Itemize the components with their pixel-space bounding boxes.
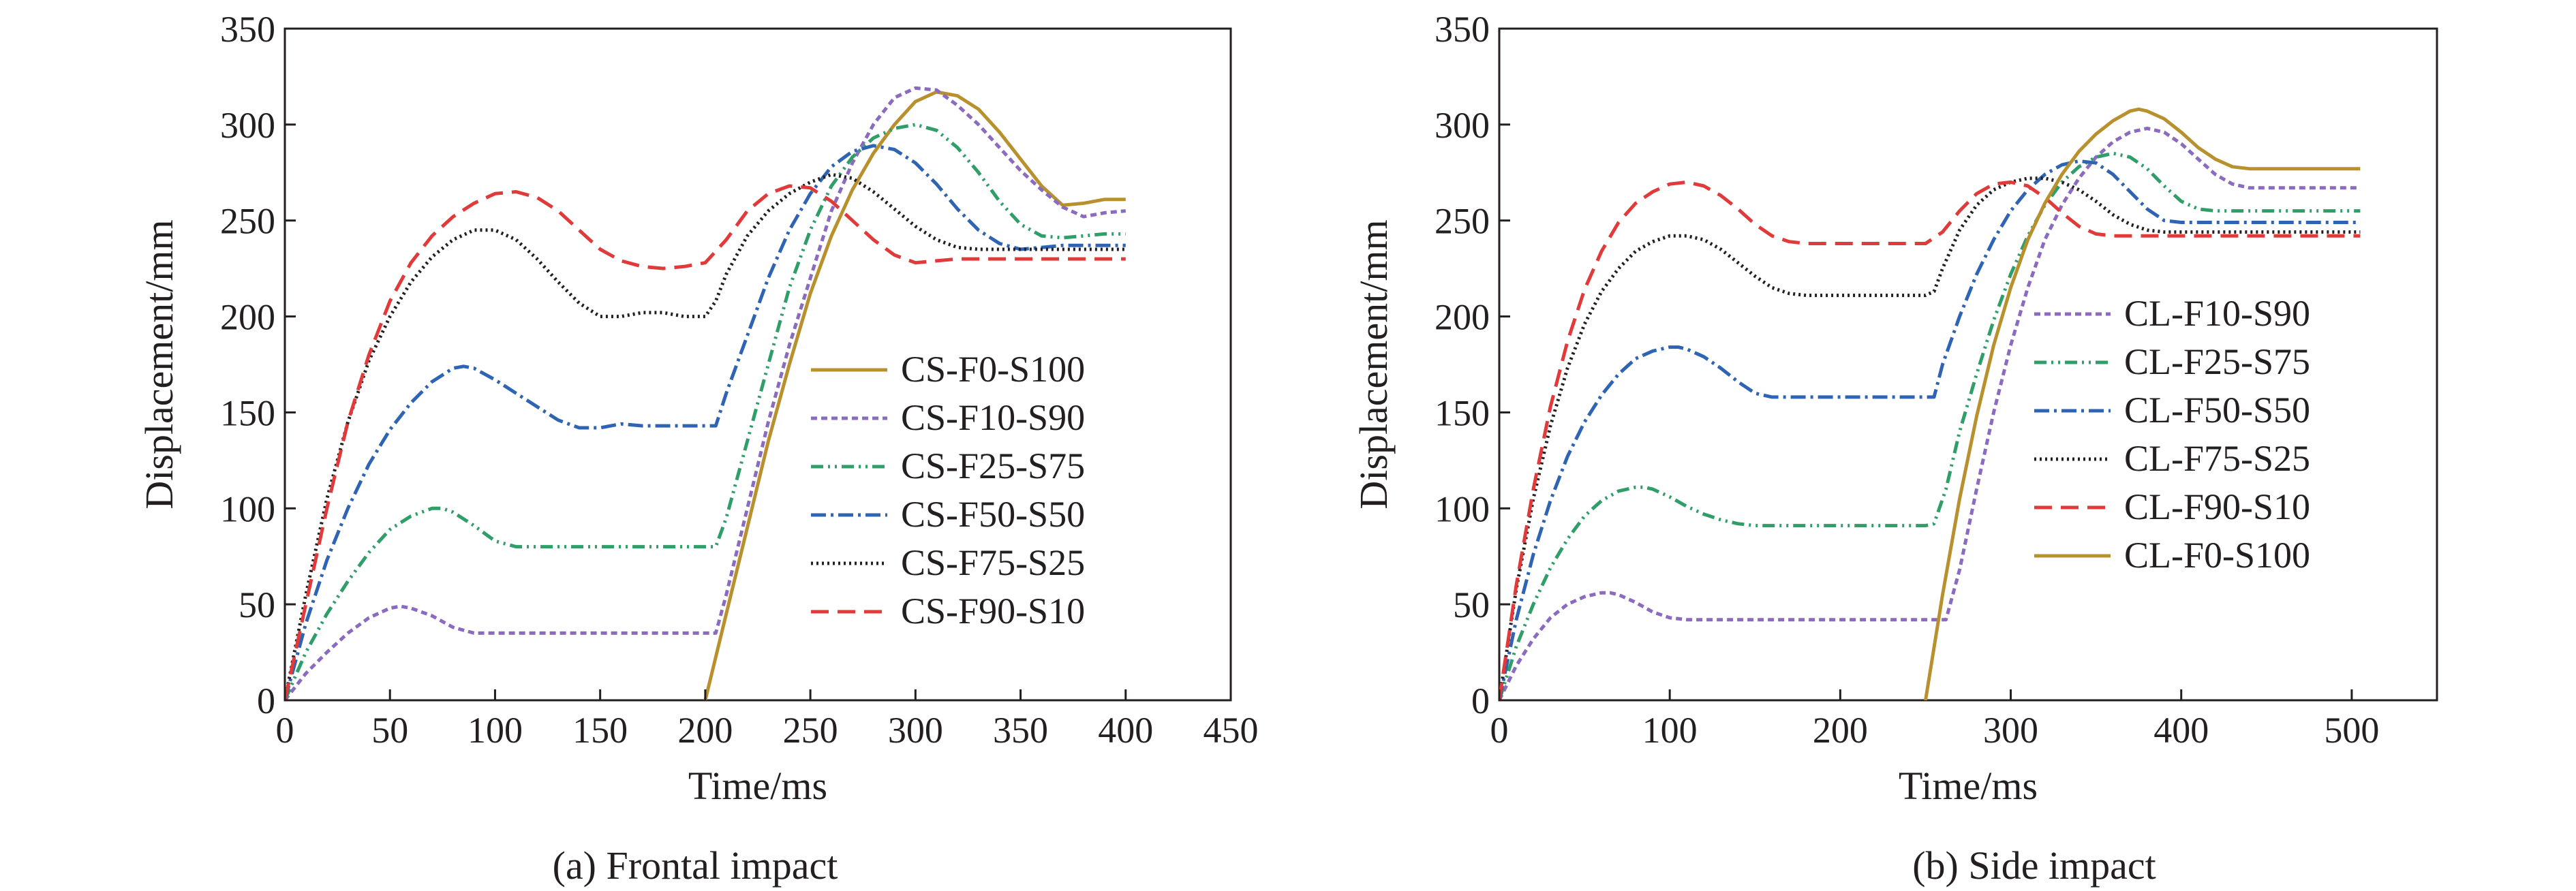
series-line-cs-f10-s90 bbox=[285, 86, 1126, 700]
y-tick-label: 250 bbox=[1435, 201, 1490, 242]
legend-label: CL-F90-S10 bbox=[2124, 486, 2310, 527]
x-axis-title: Time/ms bbox=[1899, 764, 2038, 808]
series-line-cl-f75-s25 bbox=[1499, 176, 2361, 700]
y-tick-label: 150 bbox=[1435, 392, 1490, 433]
x-tick-label: 450 bbox=[1203, 710, 1259, 751]
y-tick-label: 300 bbox=[1435, 105, 1490, 146]
series-group bbox=[1499, 107, 2361, 700]
series-line-cl-f10-s90 bbox=[1499, 127, 2361, 700]
y-tick-label: 50 bbox=[239, 584, 275, 625]
chart-panel-frontal-impact: 0 50 100 150 200 250 300 350 400 450 0 50 100 150 200 2… bbox=[137, 9, 1259, 888]
series-line-cl-f90-s10 bbox=[1499, 180, 2361, 700]
legend-label: CS-F25-S75 bbox=[901, 446, 1085, 486]
x-tick-label: 0 bbox=[1490, 710, 1509, 751]
x-tick-label: 100 bbox=[1642, 710, 1698, 751]
y-tick-label: 250 bbox=[220, 201, 275, 242]
x-tick-label: 50 bbox=[371, 710, 408, 751]
x-tick-label: 200 bbox=[677, 710, 733, 751]
y-tick-label: 0 bbox=[257, 681, 275, 721]
legend-label: CL-F75-S25 bbox=[2124, 438, 2310, 479]
series-group bbox=[285, 86, 1126, 700]
legend-label: CL-F0-S100 bbox=[2124, 535, 2310, 576]
chart-panel-side-impact: 0 100 200 300 400 500 0 50 100 150 200 250 300 350 Tim… bbox=[1351, 9, 2438, 888]
plot-frame bbox=[283, 27, 1232, 702]
y-tick-label: 200 bbox=[220, 297, 275, 338]
legend-label: CS-F90-S10 bbox=[901, 591, 1085, 631]
plot-frame bbox=[1498, 27, 2438, 702]
x-axis-title: Time/ms bbox=[688, 764, 827, 808]
x-tick-label: 100 bbox=[467, 710, 523, 751]
legend-label: CS-F75-S25 bbox=[901, 542, 1085, 583]
y-tick-label: 300 bbox=[220, 105, 275, 146]
y-tick-label: 100 bbox=[1435, 488, 1490, 529]
legend-label: CL-F25-S75 bbox=[2124, 341, 2310, 382]
y-tick-label: 50 bbox=[1453, 584, 1490, 625]
y-tick-label: 200 bbox=[1435, 297, 1490, 338]
series-line-cs-f25-s75 bbox=[285, 123, 1126, 700]
x-tick-label: 200 bbox=[1813, 710, 1868, 751]
y-tick-label: 150 bbox=[220, 392, 275, 433]
y-tick-label: 0 bbox=[1471, 681, 1490, 721]
series-line-cl-f25-s75 bbox=[1499, 151, 2361, 700]
x-tick-label: 400 bbox=[2153, 710, 2209, 751]
y-tick-label: 100 bbox=[220, 488, 275, 529]
figure-caption: (b) Side impact bbox=[1912, 843, 2156, 888]
y-tick-label: 350 bbox=[220, 9, 275, 50]
figure-caption: (a) Frontal impact bbox=[553, 843, 838, 888]
x-tick-label: 350 bbox=[993, 710, 1048, 751]
series-line-cs-f90-s10 bbox=[285, 184, 1126, 700]
x-tick-label: 400 bbox=[1098, 710, 1153, 751]
legend-label: CL-F10-S90 bbox=[2124, 293, 2310, 334]
x-tick-label: 150 bbox=[572, 710, 628, 751]
x-tick-label: 300 bbox=[1983, 710, 2038, 751]
series-line-cl-f0-s100 bbox=[1924, 107, 2361, 700]
x-tick-label: 500 bbox=[2324, 710, 2379, 751]
legend: CL-F10-S90 CL-F25-S75 CL-F50-S50 CL-F75-S25… bbox=[2034, 293, 2310, 576]
y-axis-title: Displacement/mm bbox=[1351, 219, 1396, 509]
legend-label: CS-F10-S90 bbox=[901, 397, 1085, 438]
series-line-cs-f50-s50 bbox=[285, 144, 1126, 700]
legend: CS-F0-S100 CS-F10-S90 CS-F25-S75 CS-F50-S50… bbox=[811, 349, 1085, 631]
series-line-cl-f50-s50 bbox=[1499, 159, 2361, 700]
y-axis-title: Displacement/mm bbox=[137, 219, 181, 509]
legend-label: CL-F50-S50 bbox=[2124, 390, 2310, 431]
legend-label: CS-F50-S50 bbox=[901, 494, 1085, 535]
y-tick-label: 350 bbox=[1435, 9, 1490, 50]
series-line-cs-f0-s100 bbox=[703, 90, 1126, 700]
x-tick-label: 250 bbox=[783, 710, 838, 751]
legend-label: CS-F0-S100 bbox=[901, 349, 1085, 390]
x-tick-label: 300 bbox=[888, 710, 943, 751]
x-tick-label: 0 bbox=[276, 710, 294, 751]
